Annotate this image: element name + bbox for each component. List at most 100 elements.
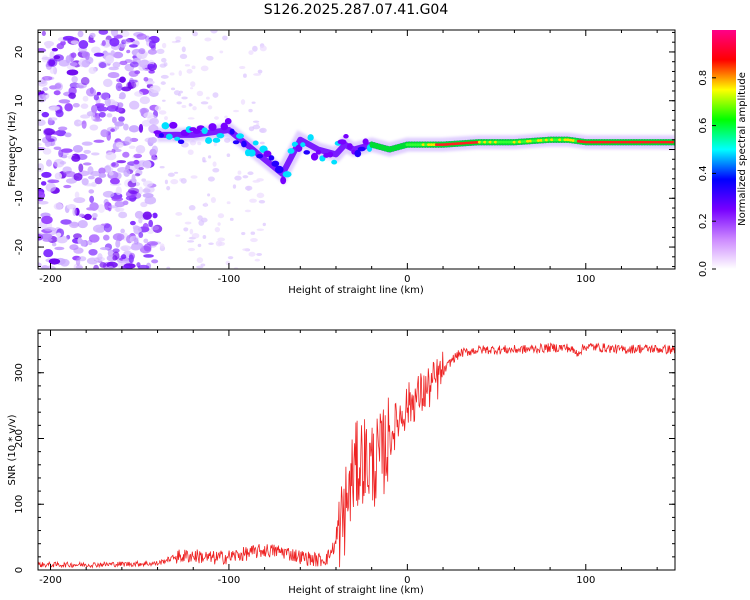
noise-blob bbox=[115, 141, 124, 148]
noise-blob bbox=[110, 105, 117, 110]
signal-core-blob bbox=[507, 140, 511, 144]
signal-blob bbox=[347, 143, 353, 150]
noise-blob bbox=[89, 202, 99, 211]
snr-y-label: SNR (10 * v/v) bbox=[7, 414, 18, 485]
signal-core-blob bbox=[509, 140, 514, 144]
noise-blob bbox=[243, 73, 247, 78]
signal-blob bbox=[291, 141, 299, 147]
signal-blob bbox=[271, 160, 280, 167]
noise-blob bbox=[41, 30, 46, 37]
noise-blob bbox=[85, 56, 94, 65]
signal-blob bbox=[241, 140, 247, 148]
noise-blob bbox=[38, 48, 47, 53]
snr-series-line bbox=[38, 342, 675, 569]
noise-blob bbox=[48, 106, 60, 112]
noise-blob bbox=[75, 257, 81, 266]
noise-blob bbox=[119, 60, 128, 66]
noise-blob bbox=[104, 97, 111, 107]
noise-blob bbox=[210, 196, 216, 203]
noise-blob bbox=[54, 83, 62, 89]
noise-blob bbox=[175, 39, 181, 43]
noise-blob bbox=[143, 243, 152, 252]
noise-blob bbox=[161, 42, 167, 49]
noise-blob bbox=[190, 87, 194, 90]
signal-core-blob bbox=[483, 140, 487, 144]
noise-blob bbox=[77, 220, 88, 229]
noise-blob bbox=[119, 92, 126, 100]
noise-blob bbox=[170, 87, 176, 91]
noise-blob bbox=[149, 136, 157, 144]
noise-blob bbox=[38, 163, 44, 172]
noise-blob bbox=[78, 213, 85, 218]
noise-blob bbox=[118, 211, 128, 219]
signal-core-blob bbox=[657, 140, 661, 144]
spectrogram-x-tick-label: 100 bbox=[576, 274, 595, 285]
noise-blob bbox=[162, 99, 166, 102]
noise-blob bbox=[129, 61, 139, 68]
noise-blob bbox=[148, 219, 154, 228]
noise-blob bbox=[58, 126, 68, 131]
noise-blob bbox=[46, 159, 53, 167]
noise-blob bbox=[56, 235, 68, 244]
noise-blob bbox=[129, 220, 136, 226]
signal-blob bbox=[229, 128, 235, 135]
noise-blob bbox=[78, 40, 89, 49]
noise-blob bbox=[139, 59, 151, 69]
noise-blob bbox=[174, 171, 179, 174]
signal-blob bbox=[343, 134, 349, 139]
noise-blob bbox=[107, 249, 114, 257]
noise-blob bbox=[248, 108, 253, 113]
noise-blob bbox=[94, 103, 106, 107]
noise-blob bbox=[115, 186, 122, 196]
noise-blob bbox=[112, 233, 125, 241]
noise-blob bbox=[51, 47, 58, 52]
signal-core-blob bbox=[582, 140, 586, 144]
signal-core-blob bbox=[459, 142, 463, 145]
signal-core-blob bbox=[440, 143, 444, 147]
noise-blob bbox=[226, 201, 231, 205]
colorbar-label: Normalized spectral amplitude bbox=[737, 72, 748, 226]
noise-blob bbox=[200, 101, 209, 105]
noise-blob bbox=[158, 110, 167, 115]
noise-blob bbox=[166, 266, 171, 269]
noise-blob bbox=[217, 237, 226, 242]
noise-blob bbox=[41, 111, 50, 118]
noise-blob bbox=[142, 222, 149, 232]
signal-core-blob bbox=[603, 140, 608, 144]
signal-blob bbox=[205, 137, 213, 144]
noise-blob bbox=[196, 265, 204, 269]
noise-blob bbox=[179, 53, 188, 60]
noise-blob bbox=[112, 248, 120, 253]
noise-blob bbox=[191, 233, 200, 239]
noise-blob bbox=[136, 160, 149, 168]
noise-blob bbox=[146, 241, 159, 246]
signal-core-blob bbox=[477, 140, 482, 144]
signal-core-blob bbox=[651, 140, 656, 144]
noise-blob bbox=[142, 193, 154, 198]
colorbar-tick-label: 0.4 bbox=[698, 165, 709, 181]
noise-blob bbox=[42, 75, 53, 81]
noise-blob bbox=[40, 265, 50, 269]
noise-blob bbox=[120, 30, 130, 38]
spectrogram-y-tick-label: -10 bbox=[14, 190, 25, 206]
signal-core-blob bbox=[574, 139, 578, 143]
noise-blob bbox=[98, 30, 109, 35]
snr-y-tick-label: 200 bbox=[14, 429, 25, 448]
noise-blob bbox=[136, 33, 147, 40]
noise-blob bbox=[116, 160, 127, 164]
noise-blob bbox=[81, 141, 93, 146]
noise-blob bbox=[164, 116, 168, 121]
noise-blob bbox=[201, 217, 208, 223]
signal-core-blob bbox=[558, 138, 562, 142]
noise-blob bbox=[72, 145, 83, 153]
noise-blob bbox=[250, 238, 258, 243]
noise-blob bbox=[120, 254, 127, 260]
noise-blob bbox=[91, 46, 101, 54]
noise-blob bbox=[82, 162, 92, 166]
noise-blob bbox=[115, 207, 121, 213]
noise-blob bbox=[43, 40, 55, 47]
noise-blob bbox=[131, 178, 137, 184]
signal-core-blob bbox=[635, 140, 640, 144]
signal-core-blob bbox=[501, 140, 506, 144]
